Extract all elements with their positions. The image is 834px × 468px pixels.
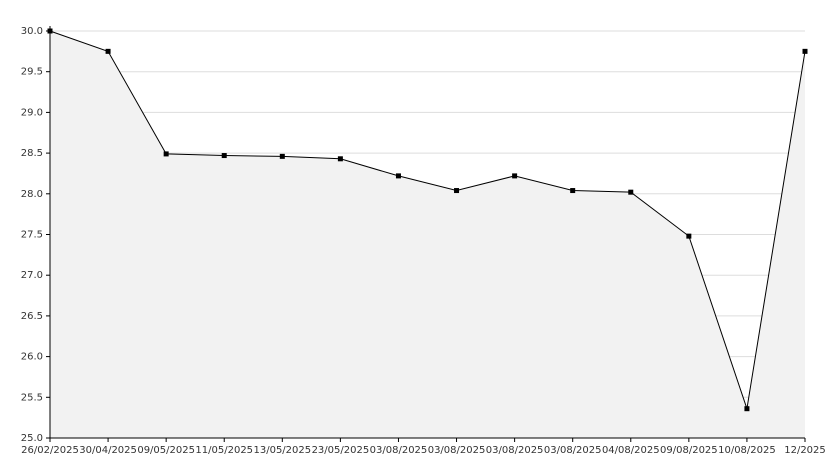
y-tick-label: 28.0 <box>21 189 43 200</box>
point <box>628 189 634 195</box>
y-tick-label: 25.0 <box>21 433 43 444</box>
point <box>337 156 343 162</box>
point <box>744 406 750 412</box>
y-tick-label: 27.0 <box>21 270 43 281</box>
y-tick-label: 29.5 <box>21 67 43 78</box>
point <box>454 188 460 194</box>
point <box>570 188 576 194</box>
x-tick-label: 11/05/2025 <box>195 445 253 456</box>
x-tick-label: 26/02/2025 <box>21 445 79 456</box>
area <box>50 31 805 438</box>
y-tick-label: 30.0 <box>21 26 43 37</box>
x-tick-label: 03/08/2025 <box>486 445 544 456</box>
x-tick-label: 13/05/2025 <box>253 445 311 456</box>
y-tick-label: 29.0 <box>21 107 43 118</box>
y-tick-label: 28.5 <box>21 148 43 159</box>
x-tick-label: 23/05/2025 <box>312 445 370 456</box>
point <box>686 233 692 239</box>
x-tick-label: 10/08/2025 <box>718 445 776 456</box>
x-tick-label: 04/08/2025 <box>602 445 660 456</box>
line <box>49 30 806 409</box>
point <box>395 173 401 179</box>
x-tick-label: 09/05/2025 <box>137 445 195 456</box>
x-tick-label: 03/08/2025 <box>544 445 602 456</box>
point <box>163 151 169 157</box>
x-tick-label: 30/04/2025 <box>79 445 137 456</box>
y-tick-label: 27.5 <box>21 230 43 241</box>
x-tick-label: 09/08/2025 <box>660 445 718 456</box>
point <box>802 48 808 54</box>
y-tick-label: 26.5 <box>21 311 43 322</box>
x-tick-label: 03/08/2025 <box>370 445 428 456</box>
point <box>512 173 518 179</box>
x-tick-label: 12/2025 <box>784 445 826 456</box>
point <box>279 153 285 159</box>
y-tick-label: 25.5 <box>21 392 43 403</box>
x-tick-label: 03/08/2025 <box>428 445 486 456</box>
y-tick-label: 26.0 <box>21 352 43 363</box>
point <box>105 48 111 54</box>
point <box>221 153 227 159</box>
